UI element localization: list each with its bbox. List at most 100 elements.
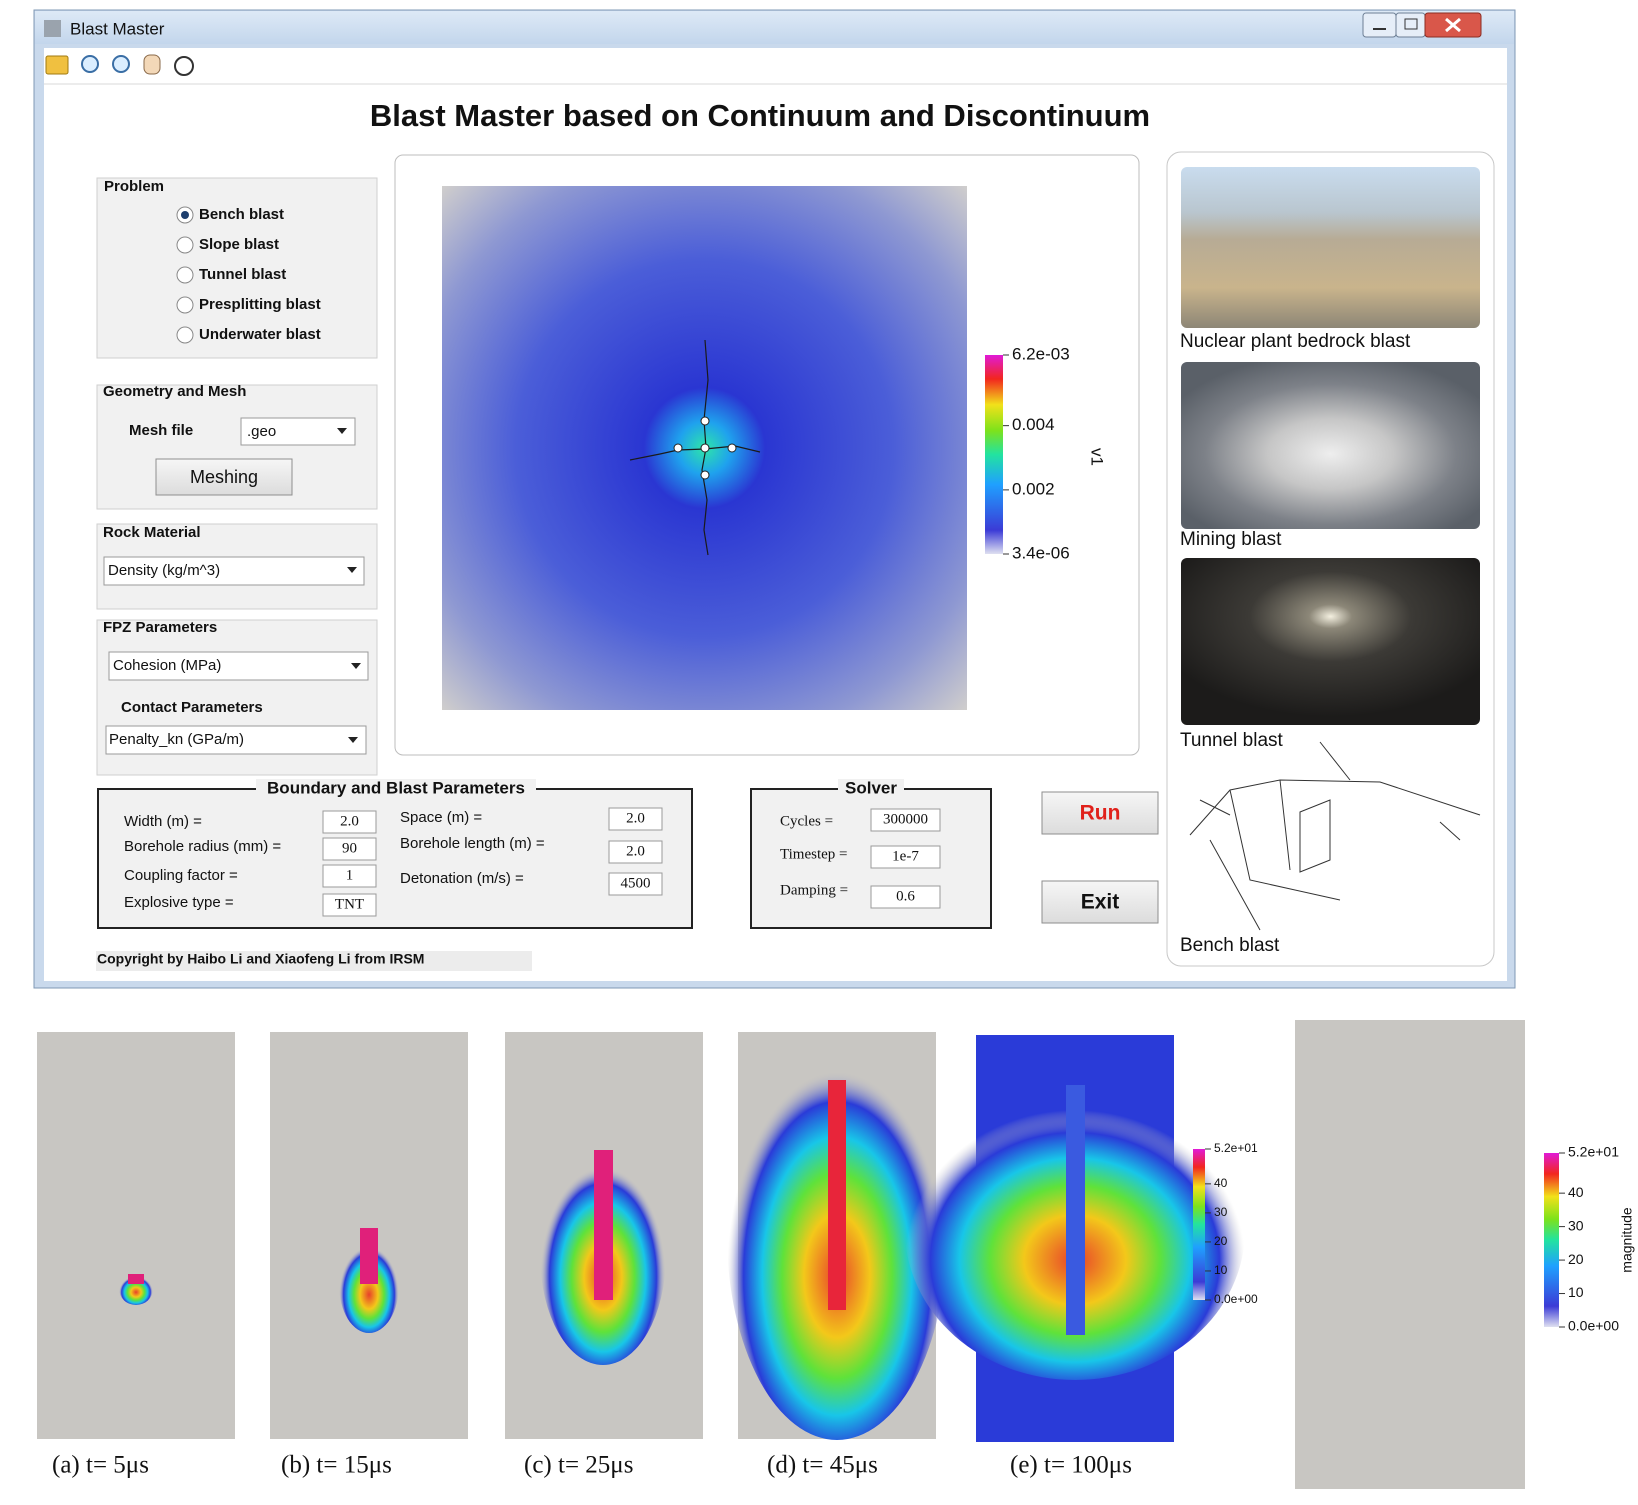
colorbar-tick-label: 5.2e+01 xyxy=(1214,1141,1258,1155)
window-title: Blast Master xyxy=(70,19,165,38)
radio-label: Presplitting blast xyxy=(199,296,321,313)
exit-button[interactable] xyxy=(1041,880,1159,924)
crack xyxy=(701,339,709,556)
meshing-button[interactable] xyxy=(155,458,293,496)
bench-diagram xyxy=(1189,741,1481,931)
snapshot-caption: (a) t= 5μs xyxy=(52,1452,149,1479)
borehole xyxy=(673,443,683,453)
snapshot-caption: (b) t= 15μs xyxy=(281,1452,392,1479)
radio-button[interactable] xyxy=(176,296,194,314)
text-input[interactable] xyxy=(322,810,377,834)
copyright: Copyright by Haibo Li and Xiaofeng Li fr… xyxy=(97,951,424,967)
text-input[interactable] xyxy=(870,885,941,909)
text-input[interactable] xyxy=(322,893,377,917)
field-label: Space (m) = xyxy=(400,809,482,826)
crack xyxy=(629,445,761,461)
dropdown-arrow xyxy=(348,737,358,743)
close-icon xyxy=(1445,17,1461,33)
copyright-bar xyxy=(96,951,532,971)
button-label: Meshing xyxy=(190,467,258,487)
field-label: Borehole length (m) = xyxy=(400,835,545,852)
gallery-caption: Tunnel blast xyxy=(1180,730,1284,751)
field-label: Cycles = xyxy=(780,813,833,829)
snapshot-caption: (c) t= 25μs xyxy=(524,1452,633,1479)
zoom-in-icon[interactable] xyxy=(81,55,99,73)
button-label: Exit xyxy=(1081,891,1120,914)
field-label: Timestep = xyxy=(780,846,848,862)
snapshots: (a) t= 5μs (b) t= 15μs (c) t= 25μs (d) t= 4… xyxy=(37,1020,1559,1489)
colorbar-tick-label: 5.2e+01 xyxy=(1568,1144,1619,1160)
group-label: Problem xyxy=(104,178,164,195)
open-icon[interactable] xyxy=(45,55,69,75)
input-value: 1e-7 xyxy=(892,848,919,864)
fpz-select[interactable] xyxy=(108,651,369,681)
blast-core xyxy=(360,1228,378,1284)
group-label: Rock Material xyxy=(103,524,201,541)
text-input[interactable] xyxy=(608,807,663,831)
colorbar-tick-label: 20 xyxy=(1568,1251,1584,1267)
colorbar-axis: 6.2e-03 0.004 0.002 3.4e-06 v1 xyxy=(1003,344,1107,562)
field-label: Coupling factor = xyxy=(124,867,238,884)
app-icon xyxy=(44,20,61,37)
colorbar-tick-label: 40 xyxy=(1568,1184,1584,1200)
blast-zone xyxy=(119,1273,153,1305)
rock-select[interactable] xyxy=(103,556,365,586)
boreholes xyxy=(673,416,737,480)
text-input[interactable] xyxy=(870,845,941,869)
colorbar xyxy=(985,355,1003,554)
radio-button[interactable] xyxy=(176,266,194,284)
borehole xyxy=(700,416,710,426)
radio-button[interactable] xyxy=(176,326,194,344)
input-value: 2.0 xyxy=(626,843,645,859)
borehole xyxy=(700,443,710,453)
radio-button[interactable] xyxy=(176,236,194,254)
input-value: 300000 xyxy=(883,811,928,827)
gallery-image xyxy=(1181,167,1480,328)
gallery-image xyxy=(1181,362,1480,529)
dropdown-arrow xyxy=(347,567,357,573)
title-bar xyxy=(35,11,1514,44)
toolbar xyxy=(45,54,194,76)
minimize-button[interactable] xyxy=(1362,12,1397,38)
problem-group xyxy=(96,177,378,359)
input-value: 4500 xyxy=(621,875,651,891)
colorbar-tick-label: 0.002 xyxy=(1012,479,1055,498)
gallery-caption: Bench blast xyxy=(1180,935,1280,956)
radio-label: Underwater blast xyxy=(199,326,321,343)
zoom-out-icon[interactable] xyxy=(112,55,130,73)
snapshot-panel xyxy=(1295,1020,1525,1489)
radio-label: Slope blast xyxy=(199,236,279,253)
maximize-button[interactable] xyxy=(1395,12,1426,38)
text-input[interactable] xyxy=(608,872,663,896)
snapshot-caption: (e) t= 100μs xyxy=(1010,1452,1132,1479)
colorbar xyxy=(1544,1153,1559,1327)
contact-select[interactable] xyxy=(105,725,367,755)
select-value: .geo xyxy=(247,423,276,440)
borehole xyxy=(700,470,710,480)
diagram-line xyxy=(1199,741,1461,841)
pan-icon[interactable] xyxy=(143,54,161,75)
blast-zone xyxy=(339,1237,399,1333)
mesh-file-select[interactable] xyxy=(240,417,356,446)
text-input[interactable] xyxy=(608,840,663,864)
input-value: 0.6 xyxy=(896,888,915,904)
colorbar-tick-label: 10 xyxy=(1568,1284,1584,1300)
rotate-icon[interactable] xyxy=(174,56,194,76)
text-input[interactable] xyxy=(322,837,377,861)
radio-label: Bench blast xyxy=(199,206,284,223)
snapshot-caption: (d) t= 45μs xyxy=(767,1452,878,1479)
run-button[interactable] xyxy=(1041,791,1159,835)
radio-label: Tunnel blast xyxy=(199,266,286,283)
colorbar-label: magnitude xyxy=(1619,1207,1635,1273)
gallery-captions: Nuclear plant bedrock blast Mining blast T… xyxy=(1180,331,1411,956)
app-heading: Blast Master based on Continuum and Disc… xyxy=(370,98,1150,133)
group-label: FPZ Parameters xyxy=(103,619,217,636)
text-input[interactable] xyxy=(870,808,941,832)
field-label: Damping = xyxy=(780,882,848,898)
colorbar-axis: 5.2e+01 40 30 20 10 0.0e+00 xyxy=(1205,1141,1258,1306)
input-value: 1 xyxy=(346,867,354,883)
gallery-caption: Mining blast xyxy=(1180,529,1282,550)
text-input[interactable] xyxy=(322,864,377,888)
